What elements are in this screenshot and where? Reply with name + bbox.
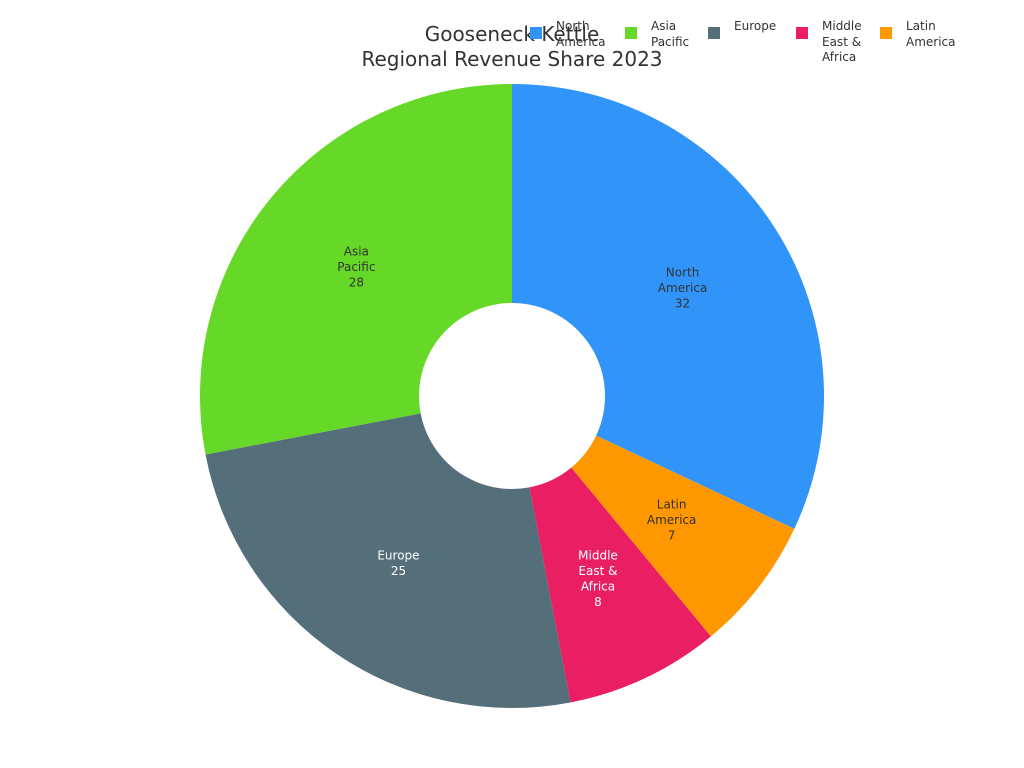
legend-item-north-america[interactable]: North America — [530, 19, 606, 50]
legend-label: Middle East & Africa — [822, 19, 862, 64]
chart-subtitle-line: Regional Revenue Share 2023 — [361, 47, 663, 71]
legend-label: Latin America — [906, 19, 956, 49]
legend-label: Europe — [734, 19, 777, 33]
legend-swatch — [625, 27, 637, 39]
slice-label-asia-pacific: Asia Pacific 28 — [337, 245, 375, 290]
chart-legend: North America Asia Pacific Europe Middle Ea… — [530, 19, 1000, 69]
chart-title: Gooseneck Kettle Regional Revenue Share … — [312, 22, 712, 72]
legend-swatch — [880, 27, 892, 39]
slice-europe — [205, 413, 571, 708]
legend-item-asia-pacific[interactable]: Asia Pacific — [625, 19, 689, 50]
legend-item-europe[interactable]: Europe — [708, 19, 776, 39]
legend-label: Asia Pacific — [651, 19, 690, 49]
slice-middle-east-and-africa — [529, 467, 711, 703]
slice-label-north-america: North America 32 — [658, 265, 708, 310]
legend-item-latin-america[interactable]: Latin America — [880, 19, 956, 50]
legend-swatch — [708, 27, 720, 39]
slice-label-europe: Europe 25 — [377, 548, 419, 578]
slice-north-america — [512, 84, 824, 529]
slice-latin-america — [571, 435, 795, 637]
slice-label-middle-east-and-africa: Middle East & Africa 8 — [578, 549, 618, 610]
chart-title-line: Gooseneck Kettle — [424, 22, 600, 46]
legend-swatch — [796, 27, 808, 39]
legend-item-middle-east-and-africa[interactable]: Middle East & Africa — [796, 19, 862, 66]
slice-asia-pacific — [199, 84, 512, 455]
legend-label: North America — [556, 19, 606, 49]
legend-swatch — [530, 27, 542, 39]
slice-label-latin-america: Latin America 7 — [647, 497, 697, 542]
